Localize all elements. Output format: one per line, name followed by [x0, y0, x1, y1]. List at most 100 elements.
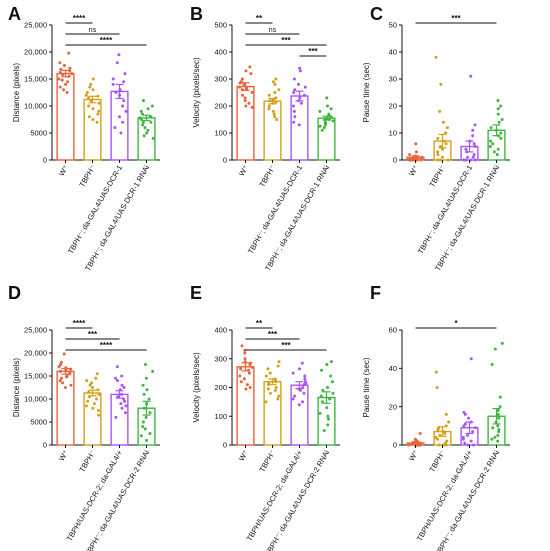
data-point	[492, 150, 496, 154]
y-tick-label: 15,000	[24, 372, 47, 381]
data-point	[272, 112, 276, 116]
y-tick-label: 400	[214, 326, 227, 335]
data-point	[437, 443, 441, 447]
data-point	[147, 397, 151, 401]
data-point	[114, 415, 118, 419]
data-point	[277, 394, 281, 398]
y-tick-label: 200	[214, 383, 227, 392]
data-point	[297, 82, 301, 86]
data-point	[436, 437, 440, 441]
data-point	[277, 88, 281, 92]
significance-label: **	[256, 319, 263, 328]
data-point	[119, 402, 123, 406]
data-point	[493, 347, 497, 351]
significance-label: ***	[308, 47, 318, 56]
category-label: TBPH⁻	[257, 163, 277, 188]
data-point	[447, 420, 451, 424]
y-tick-label: 60	[389, 326, 397, 335]
data-point	[95, 120, 99, 124]
data-point	[303, 85, 307, 89]
data-point	[326, 104, 330, 108]
data-point	[330, 380, 334, 384]
data-point	[238, 81, 242, 85]
y-axis-label: Pause time (sec)	[362, 62, 371, 122]
data-point	[123, 72, 127, 76]
data-point	[267, 104, 271, 108]
data-point	[266, 387, 270, 391]
category-label: TBPH⁻	[257, 448, 277, 473]
data-point	[64, 375, 68, 379]
data-point	[498, 395, 502, 399]
data-point	[145, 131, 149, 135]
data-point	[322, 126, 326, 130]
data-point	[113, 126, 117, 130]
data-point	[63, 386, 67, 389]
data-point	[57, 365, 61, 369]
data-point	[124, 404, 128, 408]
data-point	[243, 96, 247, 100]
data-point	[329, 360, 333, 364]
data-point	[84, 404, 88, 408]
data-point	[291, 371, 295, 375]
data-point	[111, 77, 115, 81]
data-point	[469, 158, 473, 162]
data-point	[472, 153, 476, 157]
data-point	[438, 158, 442, 162]
data-point	[139, 118, 143, 121]
data-point	[496, 107, 500, 111]
data-point	[87, 96, 91, 100]
significance-label: ****	[100, 36, 113, 45]
data-point	[298, 388, 302, 392]
data-point	[407, 443, 411, 447]
chart-panel-c: C 0 10 20 30 40 50 Pause time (sec) W⁺ TBPH⁻TBPH⁻…	[362, 4, 510, 272]
data-point	[92, 402, 96, 406]
significance-label: ***	[451, 14, 461, 23]
data-point	[248, 363, 252, 366]
data-point	[328, 397, 332, 401]
category-label: TBPH⁻; da-GAL4/UAS-DCR-1	[66, 164, 124, 256]
data-point	[139, 109, 143, 113]
data-point	[69, 383, 73, 387]
data-point	[96, 94, 100, 98]
data-point	[243, 99, 247, 103]
data-point	[146, 107, 150, 111]
data-point	[318, 109, 322, 113]
data-point	[239, 380, 243, 384]
data-point	[247, 101, 251, 105]
data-point	[320, 128, 324, 132]
significance-label: ***	[88, 330, 98, 339]
category-label: TBPH⁻; da-GAL4/UAS-DCR-1	[246, 164, 304, 256]
data-point	[414, 142, 418, 146]
data-point	[273, 91, 277, 94]
data-point	[490, 437, 494, 441]
y-tick-label: 10,000	[24, 395, 47, 404]
data-point	[300, 361, 304, 365]
data-point	[419, 158, 423, 162]
data-point	[496, 112, 500, 116]
significance-label: ***	[281, 341, 291, 350]
category-label: W⁺	[407, 163, 420, 177]
data-point	[250, 105, 254, 109]
significance-label: ****	[100, 341, 113, 350]
data-point	[97, 392, 101, 396]
data-point	[123, 411, 127, 415]
data-point	[62, 64, 66, 67]
data-point	[444, 443, 448, 447]
data-point	[303, 374, 307, 378]
data-point	[115, 61, 119, 65]
data-point	[148, 411, 152, 415]
y-tick-label: 200	[214, 102, 227, 111]
data-point	[139, 434, 143, 438]
data-point	[469, 357, 473, 361]
data-point	[418, 432, 422, 435]
data-point	[238, 374, 242, 378]
data-point	[114, 376, 118, 380]
y-tick-label: 0	[393, 156, 397, 165]
data-point	[438, 109, 442, 113]
data-point	[292, 77, 296, 81]
data-point	[120, 374, 124, 378]
data-point	[97, 109, 101, 113]
data-point	[268, 99, 272, 103]
